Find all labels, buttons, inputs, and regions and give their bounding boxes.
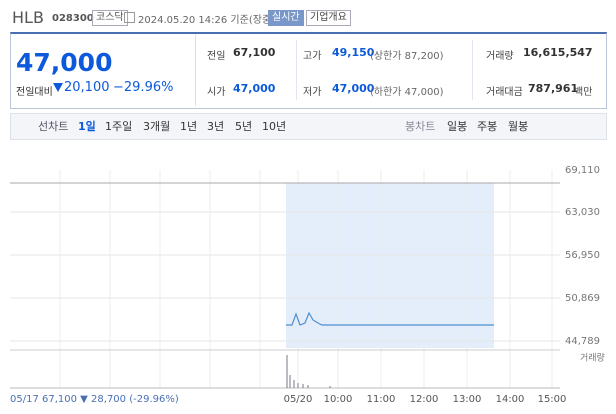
stat-label: 거래대금 [486,87,523,98]
stat-label: 저가 [303,87,322,98]
stat-value: 67,100 [233,46,276,59]
y-tick-label: 63,030 [565,207,600,218]
change-rate: −29.96% [113,80,174,95]
market-badge: 코스닥 [92,10,128,26]
tab-label: 선차트 [38,120,69,133]
y-tick-label: 56,950 [565,250,600,261]
period-tab[interactable]: 3년 [207,120,225,133]
realtime-button[interactable]: 실시간 [268,10,304,26]
stat-label: 거래량 [486,51,514,62]
period-tab[interactable]: 1주일 [105,120,133,133]
chart-info: 05/17 67,100 ▼ 28,700 (-29.96%) [10,394,179,405]
divider [296,40,297,100]
chart: 15:00 14:00 13:00 12:00 11:00 10:00 05/20 44,78… [10,165,605,405]
stat-note: (하한가 47,000) [370,87,444,98]
stock-name: HLB [12,8,44,27]
stat-value: 787,961 [528,82,579,95]
stat-label: 시가 [207,87,226,98]
x-tick-label: 05/20 [284,394,313,405]
x-tick-label: 11:00 [367,394,396,405]
stock-code: 028300 [52,13,94,24]
period-tab[interactable]: 3개월 [143,120,171,133]
stat-note: (상한가 87,200) [370,51,444,62]
calendar-icon [124,12,135,23]
candle-tab[interactable]: 일봉 [447,120,468,133]
x-tick-label: 12:00 [410,394,439,405]
company-button[interactable]: 기업개요 [306,10,351,26]
period-tab[interactable]: 1일 [78,120,96,133]
session-area [286,183,494,348]
x-tick-label: 13:00 [453,394,482,405]
candle-tab[interactable]: 월봉 [508,120,529,133]
price-line [286,311,494,326]
tab-label: 봉차트 [405,120,436,133]
period-tab[interactable]: 1년 [180,120,198,133]
divider [472,40,473,100]
stat-value: 49,150 [332,46,375,59]
tab-bar [10,113,607,140]
period-tab[interactable]: 5년 [235,120,253,133]
price: 47,000 [16,48,113,77]
stat-value: 16,615,547 [523,46,593,59]
y-tick-label: 50,869 [565,293,600,304]
divider [195,34,196,106]
down-icon [53,83,63,92]
stat-value: 47,000 [233,82,276,95]
volume-bars [286,355,331,388]
candle-tab[interactable]: 주봉 [477,120,498,133]
y-tick-label: 44,789 [565,336,600,347]
period-tab[interactable]: 10년 [262,120,287,133]
quote-box [10,32,607,109]
x-tick-label: 14:00 [496,394,525,405]
change-label: 전일대비 [16,87,53,98]
y-tick-label: 69,110 [565,165,600,176]
timestamp: 2024.05.20 14:26 기준(장중) [138,15,276,26]
stat-label: 고가 [303,51,322,62]
x-tick-label: 10:00 [324,394,353,405]
stat-label: 전일 [207,51,226,62]
volume-label: 거래량 [580,352,605,364]
x-tick-label: 15:00 [538,394,567,405]
change: 20,100 [64,80,110,95]
stat-value: 47,000 [332,82,375,95]
stat-unit: 백만 [574,87,593,98]
